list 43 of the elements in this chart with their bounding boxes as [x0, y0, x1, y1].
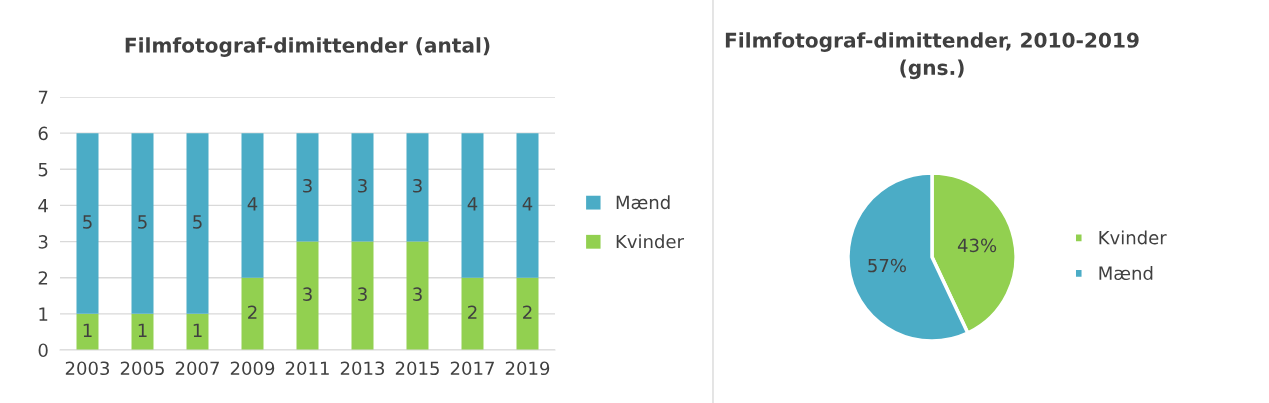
data-label: 3 [303, 287, 312, 302]
legend-label: Kvinder [616, 234, 684, 249]
y-tick-label: 6 [38, 126, 48, 141]
y-tick-label: 5 [38, 162, 48, 177]
data-label: 43% [957, 238, 997, 253]
x-tick-label: 2009 [230, 361, 275, 376]
data-label: 3 [358, 287, 367, 302]
data-label: 3 [413, 287, 422, 302]
x-tick-label: 2005 [120, 361, 164, 376]
y-tick-label: 3 [38, 235, 48, 249]
data-label: 1 [193, 323, 202, 337]
data-label: 2 [468, 305, 477, 319]
data-label: 4 [247, 197, 258, 211]
data-label: 1 [83, 323, 92, 337]
data-label: 3 [413, 178, 422, 193]
data-label: 1 [138, 323, 147, 337]
data-label: 2 [248, 305, 257, 319]
data-label: 4 [467, 197, 478, 211]
data-label: 57% [868, 258, 906, 273]
y-tick-label: 0 [38, 343, 48, 358]
x-tick-label: 2007 [175, 361, 219, 376]
data-label: 3 [303, 178, 312, 193]
chart-title: Filmfotograf-dimittender, 2010-2019 (gns.) [725, 32, 1139, 80]
x-tick-label: 2003 [65, 361, 110, 376]
x-tick-label: 2019 [505, 361, 550, 376]
legend-label: Kvinder [1099, 230, 1167, 245]
data-label: 5 [138, 215, 147, 229]
x-tick-label: 2013 [340, 361, 385, 376]
x-tick-label: 2011 [285, 361, 329, 376]
legend-label: Mænd [1099, 266, 1153, 280]
data-label: 4 [522, 197, 533, 211]
data-label: 3 [358, 178, 367, 193]
y-tick-label: 4 [38, 199, 48, 213]
y-tick-label: 7 [38, 90, 48, 104]
data-label: 5 [83, 215, 92, 229]
y-tick-label: 1 [39, 307, 48, 321]
y-tick-label: 2 [38, 271, 48, 285]
data-label: 2 [523, 305, 532, 319]
chart-title: Filmfotograf-dimittender (antal) [125, 37, 490, 57]
data-label: 5 [193, 215, 202, 229]
legend-label: Mænd [616, 195, 670, 210]
x-tick-label: 2015 [395, 361, 439, 376]
x-tick-label: 2017 [450, 361, 494, 376]
